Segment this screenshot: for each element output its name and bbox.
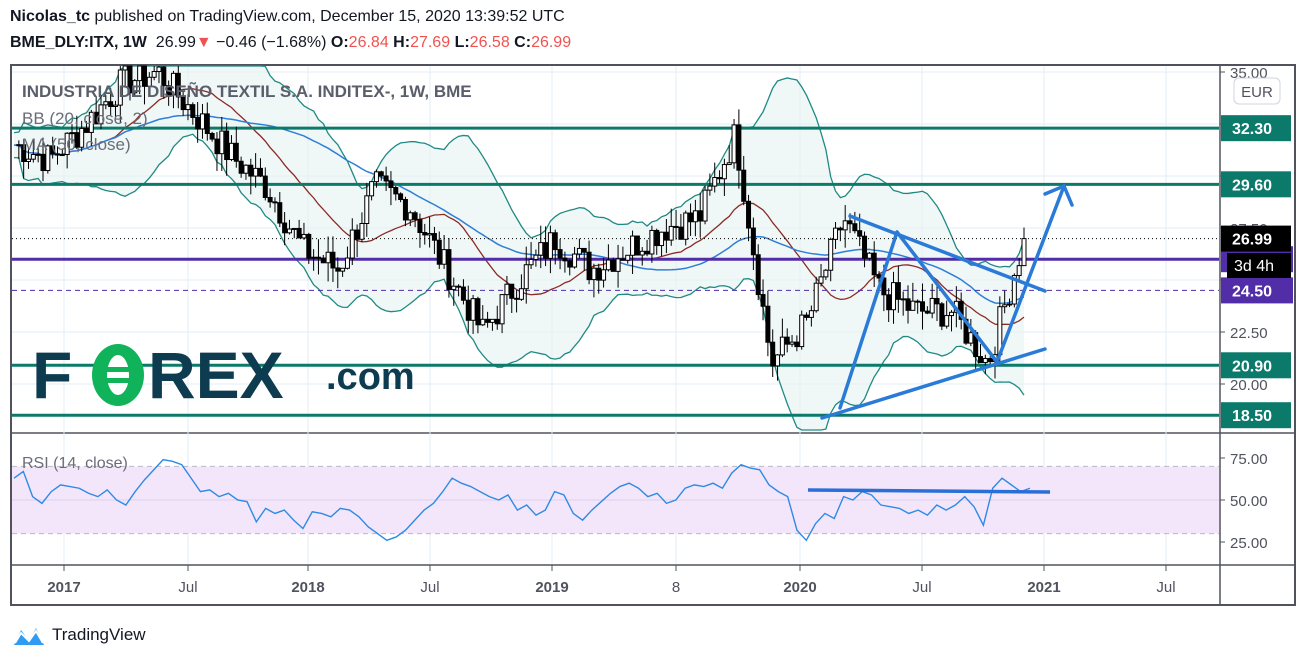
svg-text:Jul: Jul [178, 579, 197, 596]
high-value: 27.69 [410, 34, 451, 51]
euro-o-icon [92, 344, 144, 406]
svg-text:8: 8 [672, 579, 680, 596]
low-label: L: [454, 34, 470, 51]
brand-name: TradingView [52, 625, 146, 644]
svg-text:50.00: 50.00 [1230, 493, 1268, 510]
svg-text:26.99: 26.99 [1232, 232, 1272, 249]
svg-text:18.50: 18.50 [1232, 408, 1272, 425]
svg-text:32.30: 32.30 [1232, 121, 1272, 138]
time-axis[interactable]: 2017 Jul 2018 Jul 2019 8 2020 Jul 2021 Jul [47, 565, 1176, 596]
svg-text:REX: REX [148, 338, 284, 412]
rsi-label[interactable]: RSI (14, close) [22, 455, 128, 472]
candlesticks [16, 65, 1027, 381]
tradingview-cloud-icon [14, 628, 44, 645]
open-label: O: [330, 34, 349, 51]
horizontal-levels[interactable] [12, 126, 1219, 417]
countdown-badge: 3d 4h [1227, 253, 1291, 278]
price-axis[interactable]: 35.0032.5030.0027.5025.0022.5020.0032.30… [1220, 65, 1293, 552]
svg-text:2019: 2019 [535, 579, 568, 596]
rsi-pane[interactable] [12, 458, 1219, 542]
open-value: 26.84 [348, 34, 389, 51]
close-value: 26.99 [531, 34, 572, 51]
author-name[interactable]: Nicolas_tc [10, 8, 91, 25]
svg-text:20.90: 20.90 [1232, 358, 1272, 375]
last-price: 26.99 [155, 34, 196, 51]
forex-watermark: F REX .com [32, 338, 415, 412]
low-value: 26.58 [469, 34, 510, 51]
svg-text:3d 4h: 3d 4h [1234, 258, 1274, 275]
svg-text:2020: 2020 [783, 579, 816, 596]
high-label: H: [393, 34, 411, 51]
svg-text:F: F [32, 338, 72, 412]
trend-drawings[interactable] [820, 183, 1074, 420]
svg-text:.com: .com [326, 356, 415, 398]
bb-indicator-label[interactable]: BB (20, close, 2) [22, 109, 148, 128]
svg-text:EUR: EUR [1241, 84, 1273, 101]
tradingview-logo[interactable]: TradingView [12, 624, 146, 646]
svg-text:20.00: 20.00 [1230, 377, 1268, 394]
svg-text:22.50: 22.50 [1230, 325, 1268, 342]
currency-button[interactable]: EUR [1233, 77, 1281, 105]
svg-text:Jul: Jul [1156, 579, 1175, 596]
price-change: −0.46 (−1.68%) [216, 34, 327, 51]
svg-text:24.50: 24.50 [1232, 283, 1272, 300]
symbol-header: BME_DLY:ITX, 1W 26.99▼ −0.46 (−1.68%) O:… [10, 34, 571, 52]
publish-header: Nicolas_tc published on TradingView.com,… [10, 8, 565, 26]
symbol-label: BME_DLY:ITX, 1W [10, 34, 147, 51]
chart-title: INDUSTRIA DE DISEÑO TEXTIL S.A. INDITEX-… [22, 81, 472, 101]
svg-text:75.00: 75.00 [1230, 451, 1268, 468]
publish-info: published on TradingView.com, December 1… [94, 8, 565, 25]
svg-text:Jul: Jul [912, 579, 931, 596]
svg-text:2018: 2018 [291, 579, 324, 596]
svg-text:25.00: 25.00 [1230, 535, 1268, 552]
ma-indicator-label[interactable]: MA (50, close) [22, 135, 131, 154]
down-arrow-icon: ▼ [195, 34, 212, 51]
svg-text:Jul: Jul [420, 579, 439, 596]
close-label: C: [514, 34, 532, 51]
svg-text:2017: 2017 [47, 579, 80, 596]
bollinger-bands [13, 65, 1025, 431]
svg-text:29.60: 29.60 [1232, 177, 1272, 194]
svg-text:2021: 2021 [1027, 579, 1060, 596]
